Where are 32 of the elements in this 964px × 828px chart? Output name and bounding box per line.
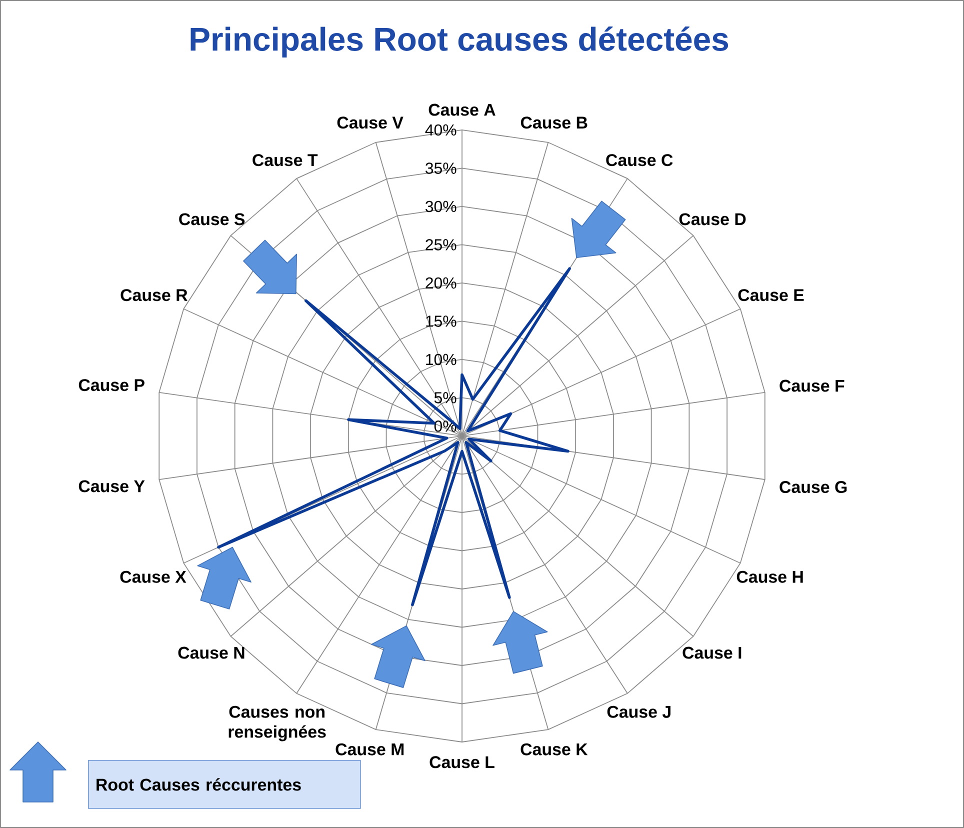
- spoke-label: Cause G: [780, 481, 847, 494]
- spoke-label: Cause V: [337, 116, 404, 129]
- spoke-label: Cause P: [78, 379, 144, 392]
- spoke-label: Causes non renseignées: [228, 706, 326, 742]
- spoke-label: Cause C: [606, 154, 673, 166]
- spoke-label: Cause E: [738, 289, 804, 302]
- y-tick-label: 25%: [426, 239, 456, 250]
- spoke-label: Cause Y: [78, 480, 145, 492]
- spoke-label: Cause T: [252, 154, 318, 166]
- spoke-label: Cause S: [179, 213, 245, 226]
- y-tick-label: 35%: [426, 162, 456, 174]
- spoke-label: Cause L: [430, 756, 494, 768]
- y-tick-label: 40%: [425, 124, 456, 136]
- y-tick-label: 15%: [426, 316, 456, 327]
- spoke-label: Cause N: [178, 646, 244, 659]
- y-tick-label: 10%: [426, 354, 456, 366]
- spoke-label: Cause X: [120, 570, 186, 583]
- spoke-label: Cause K: [520, 743, 588, 756]
- spoke-label: Cause F: [780, 380, 844, 392]
- spoke-label: Cause B: [520, 116, 588, 129]
- text: Root Causes réccurentes: [96, 778, 301, 791]
- chart-title: Principales Root causes détectées: [190, 26, 728, 58]
- spoke-label: Cause H: [736, 570, 803, 583]
- spoke-label: Cause D: [679, 213, 746, 226]
- spoke-label: Cause A: [428, 104, 496, 116]
- spoke-label: Cause I: [682, 646, 742, 659]
- y-tick-label: 30%: [426, 200, 456, 212]
- spoke-label: Cause R: [120, 289, 188, 302]
- spoke-label: Cause J: [607, 706, 670, 718]
- spoke-label: Cause M: [336, 743, 404, 756]
- y-tick-label: 5%: [434, 392, 456, 404]
- y-tick-label: 20%: [426, 277, 456, 289]
